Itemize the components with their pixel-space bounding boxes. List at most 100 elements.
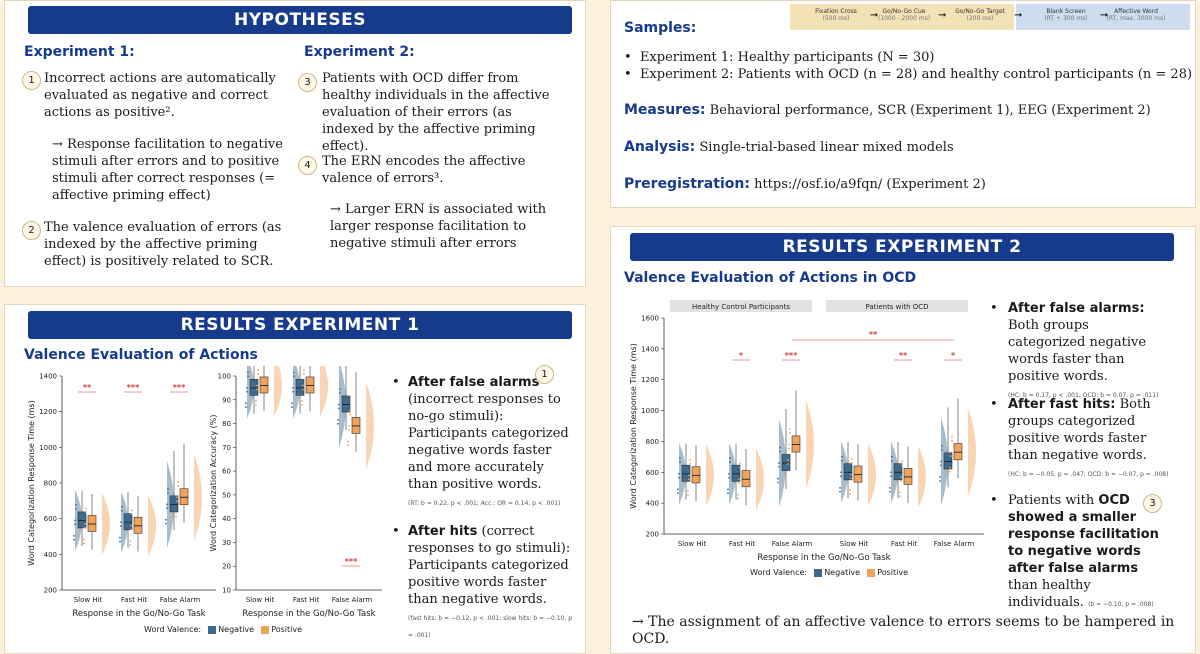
y-axis-title: Word Categorization Accuracy (%): [209, 414, 218, 551]
data-point: [688, 474, 690, 477]
results2-panel: [610, 226, 1196, 654]
data-point: [337, 422, 339, 425]
data-point: [348, 428, 350, 431]
data-point: [121, 505, 123, 508]
preregistration-line: Preregistration: https://osf.io/a9fqn/ (…: [624, 176, 986, 192]
data-point: [175, 515, 177, 518]
data-point: [779, 446, 781, 449]
timeline-step-2: Go/No-Go Cue (1000 - 2000 ms): [877, 8, 931, 22]
data-point: [679, 457, 681, 460]
data-point: [737, 493, 739, 496]
data-point: [841, 459, 843, 462]
y-tick-label: 800: [646, 438, 659, 446]
violin-positive: [918, 446, 926, 508]
data-point: [729, 457, 731, 460]
sig-marker: ***: [345, 556, 358, 566]
data-point: [899, 495, 901, 498]
box-negative: [681, 464, 691, 482]
results1-subtitle: Valence Evaluation of Actions: [24, 347, 258, 363]
data-point: [247, 371, 249, 374]
box-positive: [853, 465, 863, 483]
data-point: [900, 476, 902, 478]
y-tick-label: 400: [44, 551, 57, 559]
results2-bullet3: • Patients with OCD showed a smaller res…: [990, 493, 1159, 610]
data-point: [73, 538, 75, 541]
hypotheses-banner: HYPOTHESES: [28, 6, 572, 34]
legend2-positive-swatch: [866, 568, 875, 577]
violin-positive: [194, 453, 202, 541]
data-point: [839, 486, 841, 489]
data-point: [176, 496, 178, 499]
exp2-rt-chart: 1600 1400 1200 1000 800 600 400 200 Word Categor…: [629, 300, 984, 563]
hyp4-arrow: → Larger ERN is associated with larger r…: [330, 202, 547, 251]
data-point: [257, 373, 259, 375]
data-point: [246, 386, 248, 389]
analysis-line: Analysis: Single-trial-based linear mixe…: [624, 139, 954, 155]
x-axis-title: Response in the Go/No-Go Task: [757, 553, 890, 563]
results2-banner: RESULTS EXPERIMENT 2: [630, 233, 1174, 261]
data-point: [129, 540, 131, 543]
y-tick-label: 1000: [641, 407, 659, 415]
data-point: [347, 444, 349, 447]
hyp1-arrow: → Response facilitation to negative stim…: [52, 137, 283, 203]
box-positive: [179, 488, 189, 506]
data-point: [789, 428, 791, 430]
box-positive: [953, 443, 963, 461]
data-point: [131, 509, 133, 512]
trial-timeline: Fixation Cross (500 ms) ➞ Go/No-Go Cue (1000…: [790, 4, 1190, 30]
timeline-arrow-icon: ➞: [1014, 10, 1023, 21]
exp1-acc-chart: 100 90 80 70 60 50 40 30 20 10 Word Categorization…: [209, 366, 382, 618]
violin-positive: [756, 448, 764, 511]
data-point: [74, 519, 76, 522]
box-negative: [123, 513, 133, 531]
results2-bullet1: • After false alarms: Both groups catego…: [990, 301, 1159, 399]
data-point: [120, 525, 122, 527]
sig-marker: ***: [127, 382, 140, 392]
data-point: [255, 400, 257, 402]
data-point: [129, 544, 131, 546]
x-tick-label: Slow Hit: [840, 540, 869, 548]
results1-number1: 1: [535, 365, 554, 384]
data-point: [166, 507, 168, 510]
box-positive: [133, 516, 143, 534]
data-point: [940, 464, 942, 467]
y-tick-label: 10: [222, 587, 231, 595]
box-positive: [259, 376, 269, 394]
data-point: [349, 413, 351, 416]
sig-marker: ***: [785, 350, 798, 360]
data-point: [119, 536, 121, 539]
sig-marker: **: [899, 350, 908, 360]
hyp1-number: 1: [22, 71, 41, 90]
data-point: [301, 400, 303, 402]
violin-positive: [968, 408, 976, 497]
violin-positive: [806, 400, 814, 489]
data-point: [899, 491, 901, 494]
exp2-legend: Word Valence: Negative Positive: [750, 568, 909, 577]
data-point: [728, 476, 730, 479]
data-point: [729, 461, 731, 464]
data-point: [949, 466, 951, 469]
data-point: [257, 369, 259, 372]
box-negative: [893, 463, 903, 481]
data-point: [339, 392, 341, 394]
box-positive: [351, 417, 361, 434]
y-tick-label: 90: [222, 396, 231, 404]
legend2-negative-swatch: [813, 568, 822, 577]
hyp2-number: 2: [22, 221, 41, 240]
data-point: [788, 447, 790, 450]
sig-marker: *: [739, 350, 744, 360]
legend-negative-swatch: [207, 625, 216, 634]
data-point: [777, 481, 779, 484]
data-point: [301, 403, 303, 406]
data-point: [247, 375, 249, 378]
x-tick-label: Fast Hit: [891, 540, 917, 548]
results2-subtitle: Valence Evaluation of Actions in OCD: [624, 270, 917, 286]
box-positive: [305, 376, 315, 394]
data-point: [739, 462, 741, 465]
timeline-step-1: Fixation Cross (500 ms): [815, 8, 857, 22]
data-point: [778, 462, 780, 464]
data-point: [678, 476, 680, 479]
data-point: [338, 407, 340, 410]
preregistration-link[interactable]: https://osf.io/a9fqn/ (Experiment 2): [754, 177, 986, 192]
violin-positive: [102, 493, 110, 555]
